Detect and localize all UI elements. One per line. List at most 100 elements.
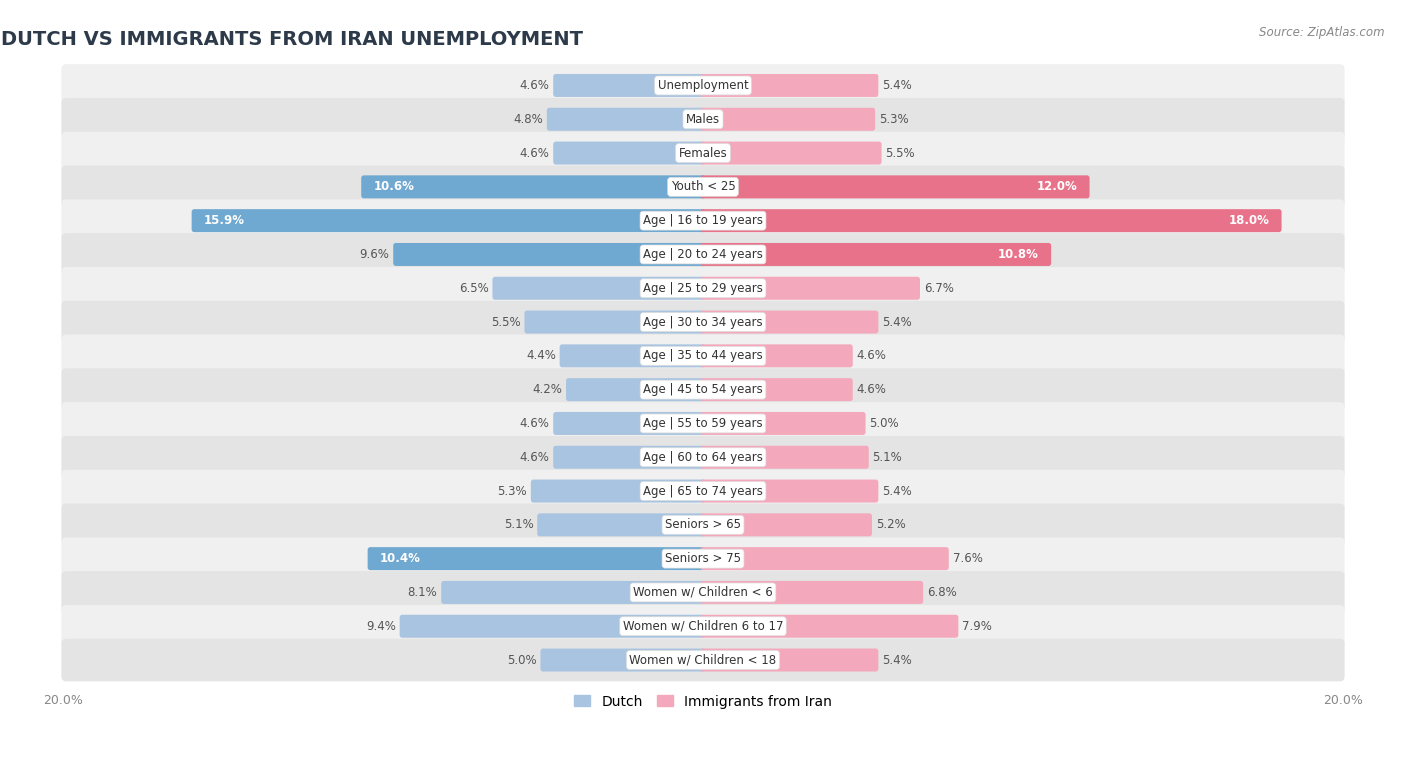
FancyBboxPatch shape: [441, 581, 706, 604]
Text: 4.2%: 4.2%: [533, 383, 562, 396]
FancyBboxPatch shape: [531, 479, 706, 503]
Text: 6.7%: 6.7%: [924, 282, 953, 294]
Text: 10.6%: 10.6%: [374, 180, 415, 193]
FancyBboxPatch shape: [700, 547, 949, 570]
Text: 4.8%: 4.8%: [513, 113, 543, 126]
Text: Age | 30 to 34 years: Age | 30 to 34 years: [643, 316, 763, 329]
FancyBboxPatch shape: [700, 310, 879, 334]
FancyBboxPatch shape: [62, 639, 1344, 681]
Text: 6.8%: 6.8%: [927, 586, 956, 599]
FancyBboxPatch shape: [700, 74, 879, 97]
Text: Age | 45 to 54 years: Age | 45 to 54 years: [643, 383, 763, 396]
Text: 5.1%: 5.1%: [873, 450, 903, 464]
Text: Women w/ Children < 18: Women w/ Children < 18: [630, 653, 776, 666]
Text: 5.3%: 5.3%: [879, 113, 908, 126]
FancyBboxPatch shape: [62, 436, 1344, 478]
Text: 4.6%: 4.6%: [856, 349, 886, 363]
Text: 10.4%: 10.4%: [380, 552, 420, 565]
Text: 10.8%: 10.8%: [998, 248, 1039, 261]
FancyBboxPatch shape: [62, 335, 1344, 377]
Text: 7.9%: 7.9%: [962, 620, 993, 633]
Text: DUTCH VS IMMIGRANTS FROM IRAN UNEMPLOYMENT: DUTCH VS IMMIGRANTS FROM IRAN UNEMPLOYME…: [1, 30, 583, 49]
Text: 7.6%: 7.6%: [953, 552, 983, 565]
FancyBboxPatch shape: [700, 615, 959, 637]
FancyBboxPatch shape: [394, 243, 706, 266]
FancyBboxPatch shape: [700, 142, 882, 164]
FancyBboxPatch shape: [700, 176, 1090, 198]
FancyBboxPatch shape: [700, 277, 920, 300]
Text: Females: Females: [679, 147, 727, 160]
Text: Age | 60 to 64 years: Age | 60 to 64 years: [643, 450, 763, 464]
Text: 5.5%: 5.5%: [491, 316, 520, 329]
Text: 5.4%: 5.4%: [882, 484, 912, 497]
Text: Seniors > 75: Seniors > 75: [665, 552, 741, 565]
Text: Seniors > 65: Seniors > 65: [665, 519, 741, 531]
FancyBboxPatch shape: [492, 277, 706, 300]
FancyBboxPatch shape: [62, 503, 1344, 546]
FancyBboxPatch shape: [367, 547, 706, 570]
Text: 18.0%: 18.0%: [1229, 214, 1270, 227]
Text: 5.0%: 5.0%: [508, 653, 537, 666]
Text: 5.2%: 5.2%: [876, 519, 905, 531]
FancyBboxPatch shape: [62, 64, 1344, 107]
FancyBboxPatch shape: [700, 513, 872, 536]
FancyBboxPatch shape: [62, 98, 1344, 141]
Text: Age | 55 to 59 years: Age | 55 to 59 years: [643, 417, 763, 430]
Text: 4.6%: 4.6%: [520, 417, 550, 430]
FancyBboxPatch shape: [700, 649, 879, 671]
Text: 5.1%: 5.1%: [503, 519, 533, 531]
FancyBboxPatch shape: [700, 378, 853, 401]
FancyBboxPatch shape: [553, 446, 706, 469]
FancyBboxPatch shape: [361, 176, 706, 198]
Text: 9.6%: 9.6%: [360, 248, 389, 261]
Text: 5.0%: 5.0%: [869, 417, 898, 430]
Text: Youth < 25: Youth < 25: [671, 180, 735, 193]
Text: Age | 65 to 74 years: Age | 65 to 74 years: [643, 484, 763, 497]
FancyBboxPatch shape: [62, 571, 1344, 614]
Text: 6.5%: 6.5%: [458, 282, 489, 294]
Text: Women w/ Children < 6: Women w/ Children < 6: [633, 586, 773, 599]
Text: 15.9%: 15.9%: [204, 214, 245, 227]
Text: Age | 35 to 44 years: Age | 35 to 44 years: [643, 349, 763, 363]
FancyBboxPatch shape: [191, 209, 706, 232]
Legend: Dutch, Immigrants from Iran: Dutch, Immigrants from Iran: [568, 689, 838, 714]
FancyBboxPatch shape: [700, 412, 866, 435]
FancyBboxPatch shape: [62, 402, 1344, 445]
FancyBboxPatch shape: [62, 369, 1344, 411]
Text: 5.4%: 5.4%: [882, 316, 912, 329]
FancyBboxPatch shape: [62, 301, 1344, 344]
FancyBboxPatch shape: [700, 243, 1052, 266]
FancyBboxPatch shape: [540, 649, 706, 671]
Text: 5.4%: 5.4%: [882, 653, 912, 666]
FancyBboxPatch shape: [567, 378, 706, 401]
FancyBboxPatch shape: [700, 107, 875, 131]
FancyBboxPatch shape: [62, 132, 1344, 174]
FancyBboxPatch shape: [62, 199, 1344, 242]
FancyBboxPatch shape: [700, 446, 869, 469]
Text: 12.0%: 12.0%: [1036, 180, 1077, 193]
Text: 4.6%: 4.6%: [520, 147, 550, 160]
Text: 5.3%: 5.3%: [498, 484, 527, 497]
Text: 8.1%: 8.1%: [408, 586, 437, 599]
Text: Age | 25 to 29 years: Age | 25 to 29 years: [643, 282, 763, 294]
FancyBboxPatch shape: [700, 479, 879, 503]
Text: 4.6%: 4.6%: [520, 79, 550, 92]
FancyBboxPatch shape: [553, 74, 706, 97]
Text: 4.4%: 4.4%: [526, 349, 555, 363]
FancyBboxPatch shape: [553, 412, 706, 435]
Text: Age | 16 to 19 years: Age | 16 to 19 years: [643, 214, 763, 227]
FancyBboxPatch shape: [547, 107, 706, 131]
FancyBboxPatch shape: [560, 344, 706, 367]
Text: Women w/ Children 6 to 17: Women w/ Children 6 to 17: [623, 620, 783, 633]
Text: 4.6%: 4.6%: [856, 383, 886, 396]
Text: 5.5%: 5.5%: [886, 147, 915, 160]
Text: 4.6%: 4.6%: [520, 450, 550, 464]
Text: Source: ZipAtlas.com: Source: ZipAtlas.com: [1260, 26, 1385, 39]
Text: Unemployment: Unemployment: [658, 79, 748, 92]
FancyBboxPatch shape: [399, 615, 706, 637]
Text: Age | 20 to 24 years: Age | 20 to 24 years: [643, 248, 763, 261]
FancyBboxPatch shape: [700, 209, 1281, 232]
FancyBboxPatch shape: [524, 310, 706, 334]
FancyBboxPatch shape: [700, 344, 853, 367]
Text: 9.4%: 9.4%: [366, 620, 396, 633]
